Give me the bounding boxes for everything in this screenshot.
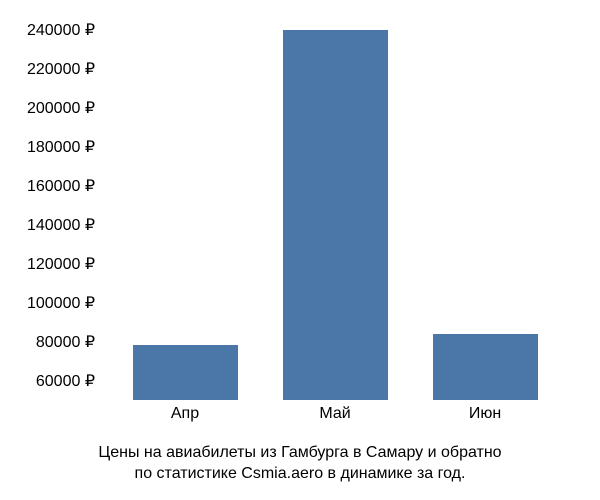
y-tick-label: 220000 ₽ [0, 59, 95, 79]
bar [283, 30, 388, 400]
y-tick-label: 180000 ₽ [0, 137, 95, 157]
x-axis: Апр Май Июн [110, 405, 560, 430]
y-axis: 60000 ₽ 80000 ₽ 100000 ₽ 120000 ₽ 140000 ₽ 16… [0, 20, 105, 400]
caption-line-1: Цены на авиабилеты из Гамбурга в Самару … [40, 443, 560, 464]
y-tick-label: 200000 ₽ [0, 98, 95, 118]
bars-group [110, 20, 560, 400]
y-tick-label: 60000 ₽ [0, 371, 95, 391]
y-tick-label: 140000 ₽ [0, 215, 95, 235]
y-tick-label: 240000 ₽ [0, 20, 95, 40]
bar [133, 345, 238, 400]
price-chart: 60000 ₽ 80000 ₽ 100000 ₽ 120000 ₽ 140000 ₽ 16… [0, 0, 600, 500]
y-tick-label: 120000 ₽ [0, 254, 95, 274]
x-tick-label: Апр [171, 405, 199, 423]
x-tick-label: Июн [469, 405, 501, 423]
chart-caption: Цены на авиабилеты из Гамбурга в Самару … [0, 443, 600, 485]
y-tick-label: 100000 ₽ [0, 293, 95, 313]
bar [433, 334, 538, 400]
caption-line-2: по статистике Csmia.aero в динамике за г… [40, 464, 560, 485]
y-tick-label: 160000 ₽ [0, 176, 95, 196]
y-tick-label: 80000 ₽ [0, 332, 95, 352]
plot-area [110, 20, 560, 400]
x-tick-label: Май [319, 405, 350, 423]
